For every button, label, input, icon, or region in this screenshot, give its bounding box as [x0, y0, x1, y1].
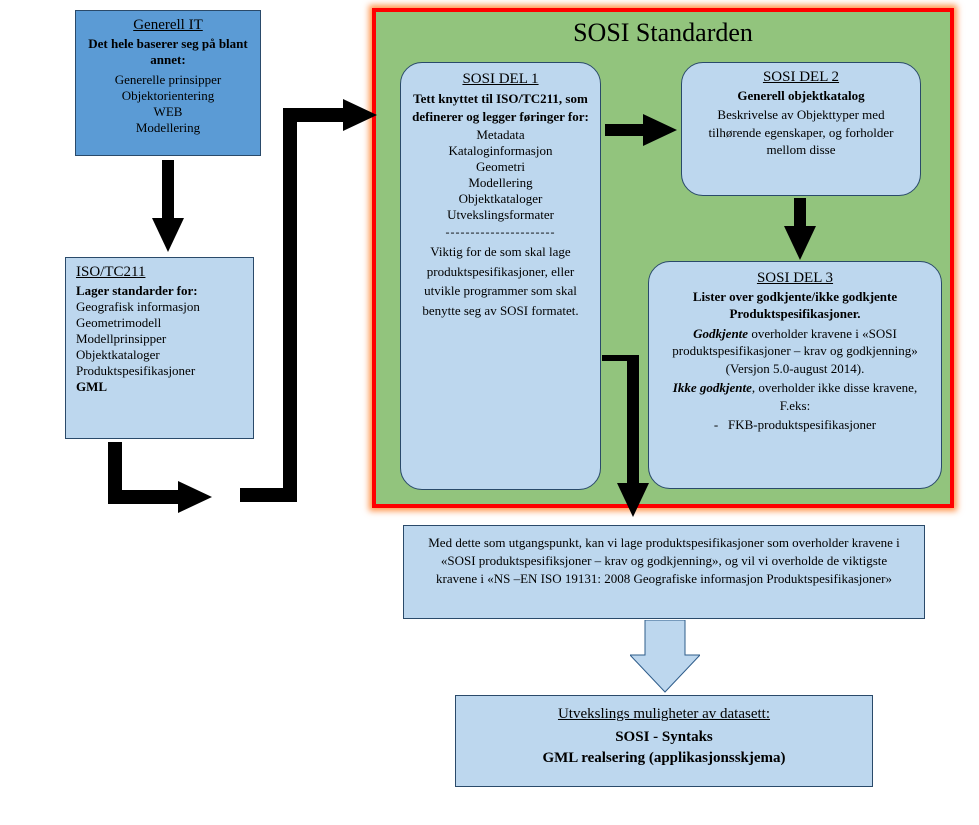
iso-sub: Lager standarder for:: [76, 283, 243, 299]
del2-title: SOSI DEL 2: [694, 69, 908, 86]
del1-i3: Modellering: [411, 175, 590, 191]
del3-title: SOSI DEL 3: [663, 270, 927, 287]
iso-i0: Geografisk informasjon: [76, 299, 243, 315]
arrow-iso-elbow: [100, 442, 220, 522]
arrow-del2-to-del3: [780, 198, 820, 263]
iso-gml: GML: [76, 379, 243, 395]
box-sosi-del2: SOSI DEL 2 Generell objektkatalog Beskri…: [681, 62, 921, 196]
del3-p2-label: Ikke godkjente: [673, 380, 752, 395]
utv-l1: SOSI - Syntaks: [470, 729, 858, 746]
del1-extra: Viktig for de som skal lage produktspesi…: [411, 242, 590, 320]
del1-i0: Metadata: [411, 127, 590, 143]
del3-sub: Lister over godkjente/ikke godkjente Pro…: [663, 289, 927, 323]
arrow-meddette-to-utv: [630, 620, 700, 695]
del1-title: SOSI DEL 1: [411, 71, 590, 88]
box-utvekslings: Utvekslings muligheter av datasett: SOSI…: [455, 695, 873, 787]
generell-it-sub: Det hele baserer seg på blant annet:: [84, 36, 252, 68]
utv-title: Utvekslings muligheter av datasett:: [470, 706, 858, 723]
del1-i4: Objektkataloger: [411, 191, 590, 207]
del1-i2: Geometri: [411, 159, 590, 175]
arrow-generell-to-iso: [148, 160, 188, 255]
del3-p2-text: , overholder ikke disse kravene, F.eks:: [752, 380, 917, 413]
arrow-del-to-meddette: [555, 355, 655, 525]
med-dette-text: Med dette som utgangspunkt, kan vi lage …: [428, 535, 900, 586]
del3-part1: Godkjente overholder kravene i «SOSI pro…: [663, 325, 927, 378]
box-med-dette: Med dette som utgangspunkt, kan vi lage …: [403, 525, 925, 619]
iso-i3: Objektkataloger: [76, 347, 243, 363]
arrow-to-sosi: [225, 95, 385, 515]
arrow-del1-to-del2: [605, 110, 680, 150]
del1-i5: Utvekslingsformater: [411, 207, 590, 223]
iso-i2: Modellprinsipper: [76, 331, 243, 347]
del3-part2: Ikke godkjente, overholder ikke disse kr…: [663, 379, 927, 414]
del1-i1: Kataloginformasjon: [411, 143, 590, 159]
del1-sub: Tett knyttet til ISO/TC211, som definere…: [411, 90, 590, 125]
box-sosi-del3: SOSI DEL 3 Lister over godkjente/ikke go…: [648, 261, 942, 489]
generell-it-title: Generell IT: [84, 17, 252, 34]
iso-i1: Geometrimodell: [76, 315, 243, 331]
utv-l2: GML realsering (applikasjonsskjema): [470, 750, 858, 767]
iso-title: ISO/TC211: [76, 264, 243, 281]
del2-sub: Generell objektkatalog: [694, 88, 908, 104]
generell-it-i0: Generelle prinsipper: [84, 72, 252, 88]
iso-i4: Produktspesifikasjoner: [76, 363, 243, 379]
sosi-container-title: SOSI Standarden: [376, 18, 950, 48]
del3-bullet-text: FKB-produktspesifikasjoner: [728, 417, 876, 432]
del3-bullet: - FKB-produktspesifikasjoner: [663, 417, 927, 433]
del2-body: Beskrivelse av Objekttyper med tilhørend…: [694, 106, 908, 159]
del1-sep: ----------------------: [411, 225, 590, 240]
del3-p1-label: Godkjente: [693, 326, 748, 341]
